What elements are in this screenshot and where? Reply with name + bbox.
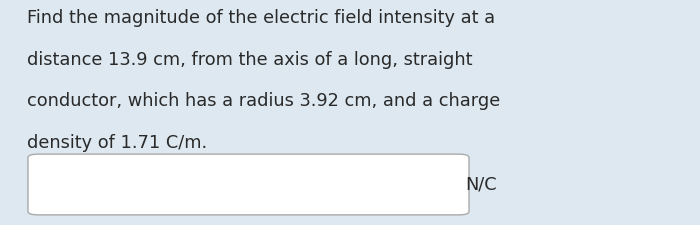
FancyBboxPatch shape — [28, 154, 469, 215]
Text: Find the magnitude of the electric field intensity at a: Find the magnitude of the electric field… — [27, 9, 495, 27]
Text: density of 1.71 C/m.: density of 1.71 C/m. — [27, 134, 206, 152]
Text: conductor, which has a radius 3.92 cm, and a charge: conductor, which has a radius 3.92 cm, a… — [27, 92, 500, 110]
Text: distance 13.9 cm, from the axis of a long, straight: distance 13.9 cm, from the axis of a lon… — [27, 51, 472, 69]
Text: N/C: N/C — [466, 176, 497, 194]
